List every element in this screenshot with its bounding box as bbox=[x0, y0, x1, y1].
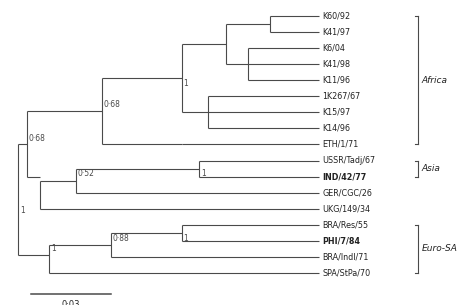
Text: 0·88: 0·88 bbox=[113, 234, 129, 243]
Text: 0·68: 0·68 bbox=[28, 134, 46, 143]
Text: ETH/1/71: ETH/1/71 bbox=[322, 140, 359, 149]
Text: UKG/149/34: UKG/149/34 bbox=[322, 204, 370, 213]
Text: 1: 1 bbox=[201, 169, 206, 178]
Text: K15/97: K15/97 bbox=[322, 108, 351, 117]
Text: GER/CGC/26: GER/CGC/26 bbox=[322, 188, 372, 197]
Text: 1K267/67: 1K267/67 bbox=[322, 92, 361, 101]
Text: 0·68: 0·68 bbox=[104, 100, 121, 109]
Text: SPA/StPa/70: SPA/StPa/70 bbox=[322, 268, 371, 278]
Text: BRA/Res/55: BRA/Res/55 bbox=[322, 220, 368, 229]
Text: 1: 1 bbox=[51, 244, 55, 253]
Text: Euro-SA: Euro-SA bbox=[422, 244, 458, 253]
Text: K11/96: K11/96 bbox=[322, 76, 350, 85]
Text: PHI/7/84: PHI/7/84 bbox=[322, 236, 360, 246]
Text: 0·03: 0·03 bbox=[62, 300, 81, 305]
Text: USSR/Tadj/67: USSR/Tadj/67 bbox=[322, 156, 375, 165]
Text: 0·52: 0·52 bbox=[77, 169, 94, 178]
Text: IND/42/77: IND/42/77 bbox=[322, 172, 366, 181]
Text: K6/04: K6/04 bbox=[322, 44, 345, 52]
Text: K14/96: K14/96 bbox=[322, 124, 350, 133]
Text: BRA/Indl/71: BRA/Indl/71 bbox=[322, 253, 369, 261]
Text: 1: 1 bbox=[20, 206, 25, 215]
Text: K41/97: K41/97 bbox=[322, 27, 350, 37]
Text: K41/98: K41/98 bbox=[322, 59, 350, 69]
Text: Asia: Asia bbox=[422, 164, 441, 173]
Text: 1: 1 bbox=[183, 79, 188, 88]
Text: K60/92: K60/92 bbox=[322, 11, 350, 20]
Text: Africa: Africa bbox=[422, 76, 448, 85]
Text: 1: 1 bbox=[183, 234, 188, 243]
